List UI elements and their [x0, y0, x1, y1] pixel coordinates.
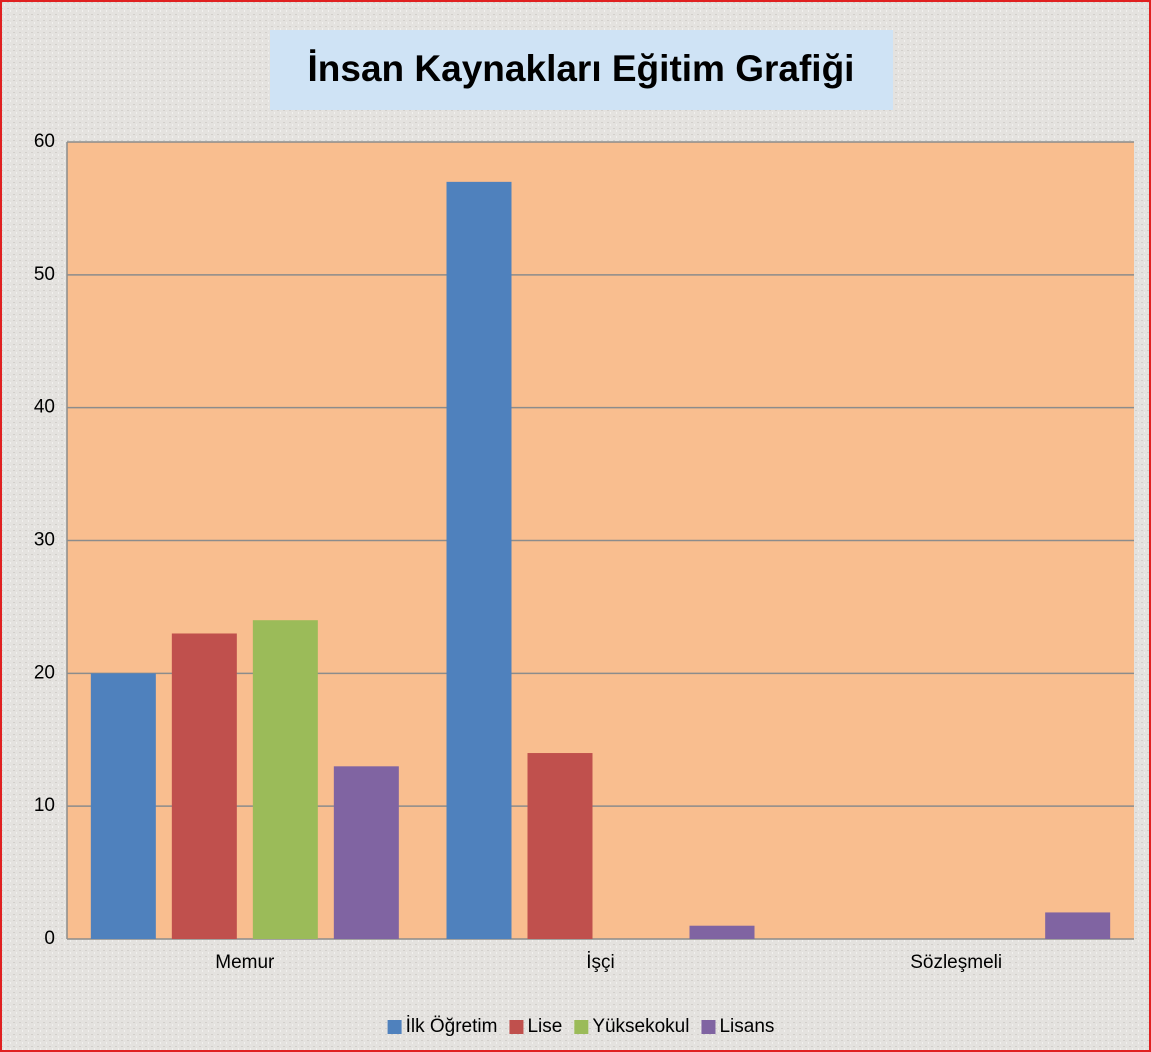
- legend-label: Lisans: [719, 1016, 774, 1037]
- bar: [90, 673, 156, 939]
- y-tick-label: 50: [34, 264, 55, 285]
- bar: [252, 620, 318, 939]
- legend-label: Yüksekokul: [592, 1016, 689, 1037]
- bar: [689, 925, 755, 939]
- x-tick-label: İşçi: [586, 952, 615, 973]
- x-tick-label: Sözleşmeli: [910, 952, 1002, 973]
- y-tick-label: 0: [44, 928, 55, 949]
- legend-swatch: [574, 1020, 589, 1034]
- legend-swatch: [701, 1020, 716, 1034]
- bar: [171, 633, 237, 939]
- y-tick-label: 60: [34, 131, 55, 152]
- y-tick-label: 30: [34, 530, 55, 551]
- legend-label: Lise: [527, 1016, 562, 1037]
- title-box: [270, 30, 893, 110]
- bar: [527, 753, 593, 939]
- bar: [446, 181, 512, 940]
- legend-swatch: [387, 1020, 402, 1034]
- chart-title: İnsan Kaynakları Eğitim Grafiği: [308, 48, 855, 89]
- legend-swatch: [509, 1020, 524, 1034]
- y-tick-label: 40: [34, 397, 55, 418]
- y-tick-label: 10: [34, 795, 55, 816]
- x-tick-label: Memur: [215, 952, 275, 973]
- bar: [1045, 912, 1111, 939]
- bar: [333, 766, 399, 939]
- legend-label: İlk Öğretim: [406, 1016, 498, 1037]
- y-tick-label: 20: [34, 662, 55, 683]
